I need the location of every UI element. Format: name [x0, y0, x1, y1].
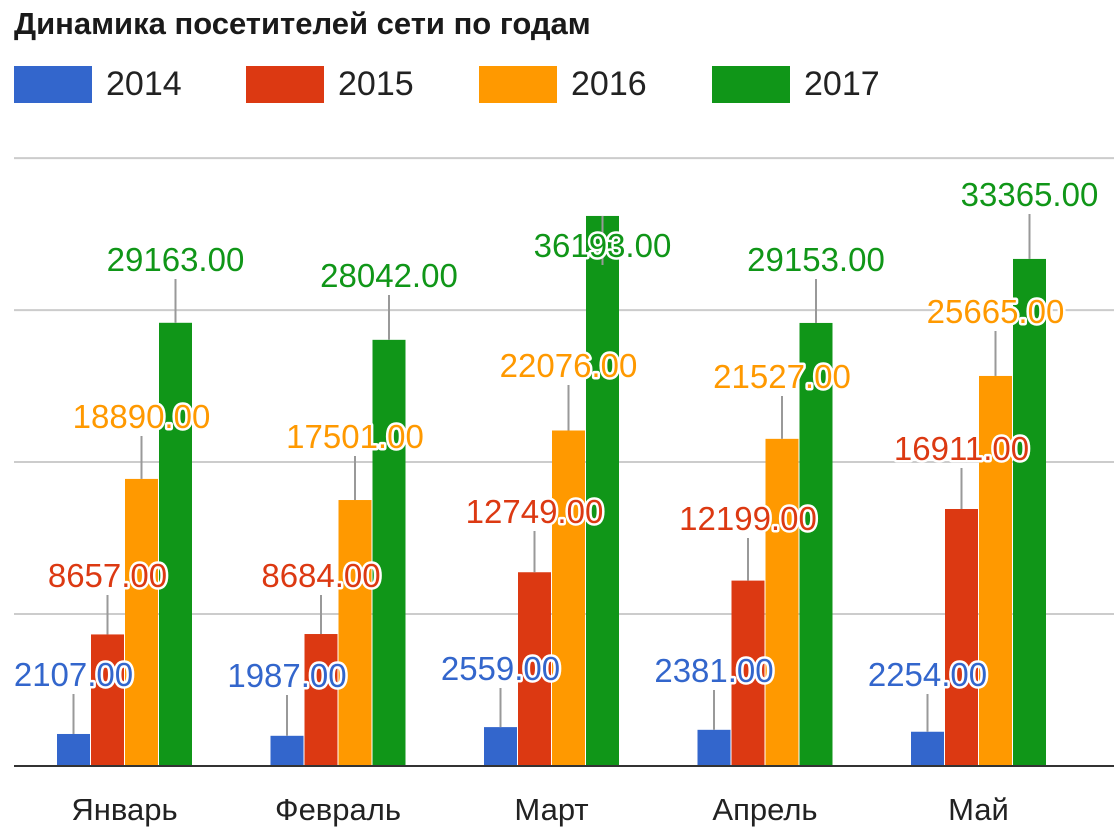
- data-label-2017-Январь: 29163.00: [107, 241, 245, 278]
- data-label-2015-Апрель: 12199.00: [679, 500, 817, 537]
- data-label-2015-Март: 12749.00: [466, 493, 604, 530]
- data-label-2014-Март: 2559.00: [441, 650, 560, 687]
- bar-2017-Январь[interactable]: [159, 322, 192, 766]
- bar-2017-Апрель[interactable]: [799, 322, 833, 766]
- category-label-4: Май: [948, 792, 1009, 827]
- legend-swatch-2014: [14, 66, 92, 103]
- data-label-2016-Январь: 18890.00: [73, 398, 211, 435]
- legend-label-2016: 2016: [571, 65, 647, 103]
- bar-2016-Январь[interactable]: [125, 478, 158, 766]
- legend-swatch-2016: [479, 66, 557, 103]
- bar-2016-Май[interactable]: [979, 375, 1012, 766]
- category-labels: ЯнварьФевральМартАпрельМайИюнь: [71, 792, 1009, 827]
- data-label-2016-Апрель: 21527.00: [713, 358, 851, 395]
- data-label-2014-Февраль: 1987.00: [227, 657, 346, 694]
- category-label-3: Апрель: [712, 792, 817, 827]
- bar-2014-Апрель[interactable]: [697, 729, 731, 766]
- data-label-2017-Апрель: 29153.00: [747, 241, 885, 278]
- legend-swatch-2017: [712, 66, 790, 103]
- data-label-2016-Май: 25665.00: [927, 293, 1065, 330]
- chart-title: Динамика посетителей сети по годам: [14, 6, 591, 41]
- data-label-2014-Январь: 2107.00: [14, 656, 133, 693]
- bar-2015-Апрель[interactable]: [731, 580, 765, 766]
- bar-2016-Апрель[interactable]: [765, 438, 799, 766]
- bar-2016-Февраль[interactable]: [338, 500, 372, 766]
- data-label-2014-Май: 2254.00: [868, 656, 987, 693]
- data-label-2015-Февраль: 8684.00: [261, 557, 380, 594]
- data-labels: 2107.001987.002559.002381.002254.0020865…: [11, 174, 1100, 697]
- data-label-2017-Май: 33365.00: [961, 176, 1099, 213]
- legend-label-2014: 2014: [106, 65, 182, 103]
- data-label-2017-Март: 36193.00: [534, 227, 672, 264]
- bar-2015-Март[interactable]: [518, 572, 551, 766]
- label-leader-lines: [72, 214, 1031, 736]
- bar-2014-Февраль[interactable]: [270, 735, 304, 766]
- bar-2017-Март[interactable]: [586, 215, 619, 766]
- bar-2014-Март[interactable]: [484, 727, 517, 766]
- data-label-2015-Январь: 8657.00: [48, 557, 167, 594]
- bar-2015-Май[interactable]: [945, 508, 978, 766]
- bar-2015-Февраль[interactable]: [304, 634, 338, 766]
- data-label-2015-Май: 16911.00: [894, 430, 1029, 467]
- bar-2015-Январь[interactable]: [91, 634, 124, 766]
- category-label-0: Январь: [71, 792, 177, 827]
- data-label-2016-Март: 22076.00: [500, 347, 638, 384]
- data-label-2014-Апрель: 2381.00: [654, 652, 773, 689]
- legend-label-2015: 2015: [338, 65, 414, 103]
- data-label-2016-Февраль: 17501.00: [286, 418, 424, 455]
- data-label-2017-Февраль: 28042.00: [320, 257, 458, 294]
- bar-2014-Май[interactable]: [911, 731, 944, 766]
- bar-2016-Март[interactable]: [552, 430, 585, 766]
- category-label-1: Февраль: [275, 792, 401, 827]
- bars: [57, 215, 1046, 766]
- bar-2014-Январь[interactable]: [57, 733, 90, 766]
- bar-2017-Февраль[interactable]: [372, 339, 406, 766]
- bar-2017-Май[interactable]: [1013, 258, 1046, 766]
- legend-label-2017: 2017: [804, 65, 880, 103]
- legend-swatch-2015: [246, 66, 324, 103]
- category-label-2: Март: [514, 792, 588, 827]
